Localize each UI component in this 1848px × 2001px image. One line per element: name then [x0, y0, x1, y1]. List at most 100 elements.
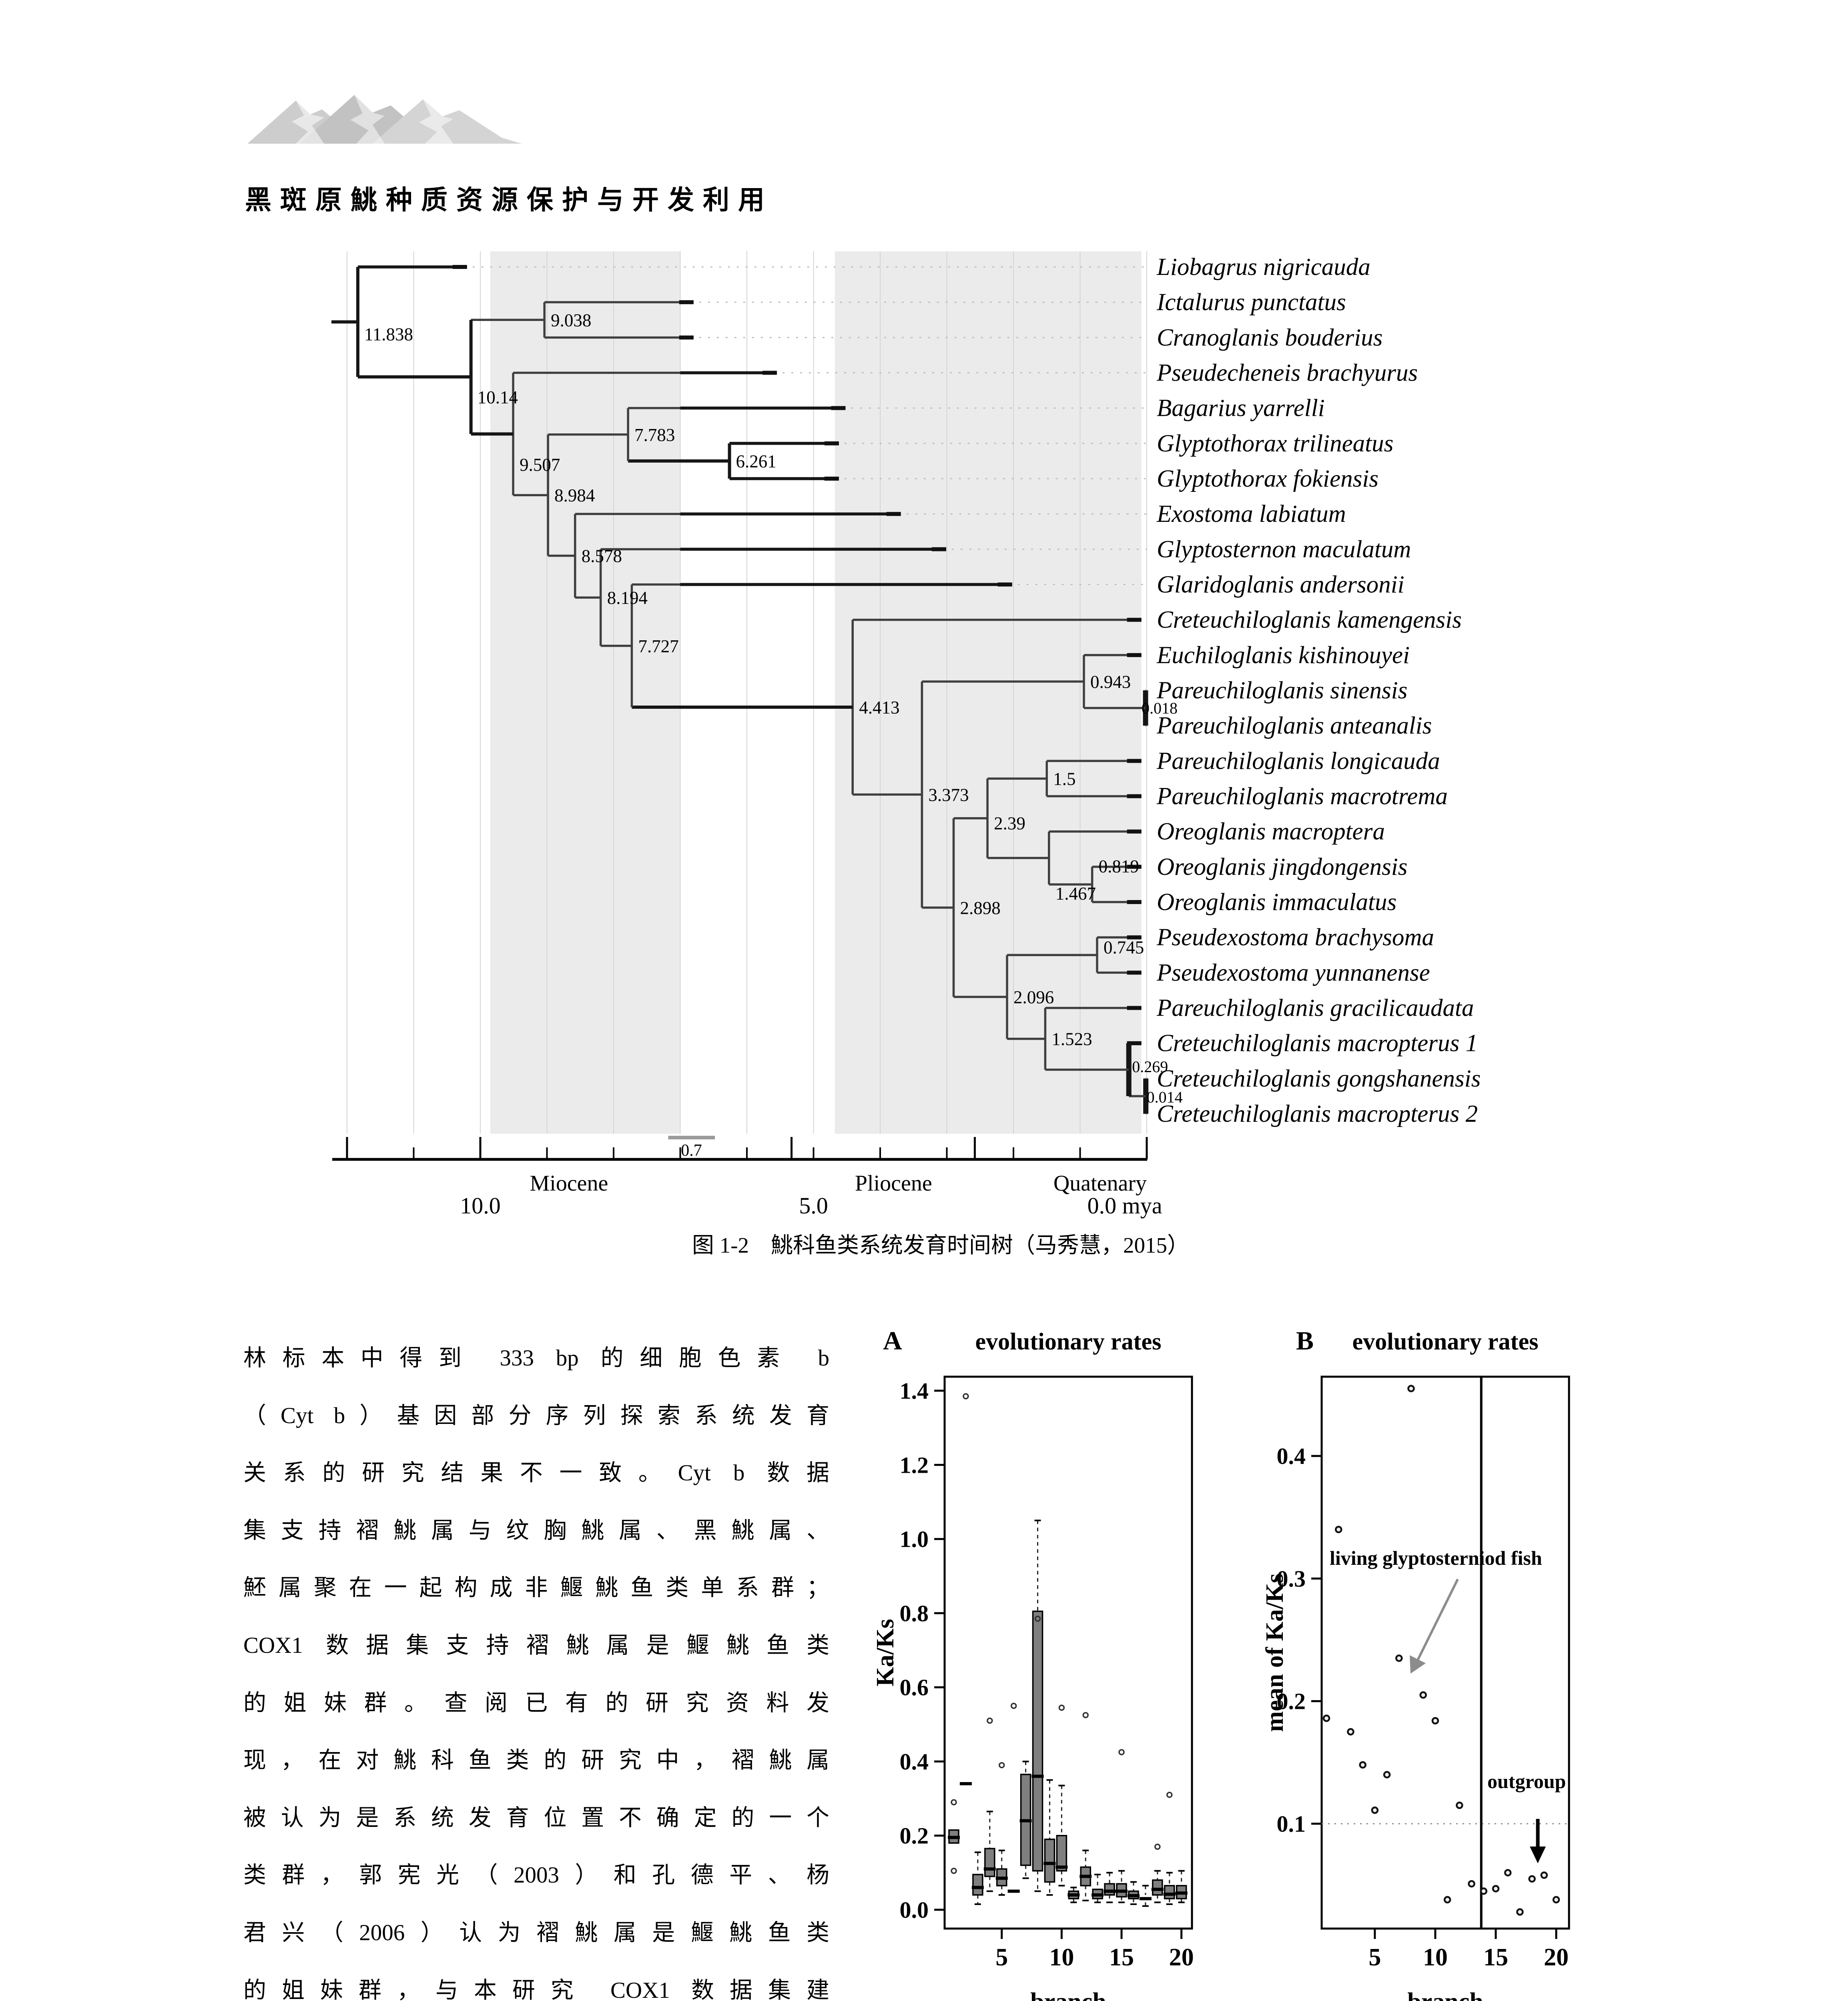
y-axis-label: mean of Ka/Ks: [1261, 1573, 1288, 1732]
box: [984, 1848, 995, 1877]
axis-tick-label: 5.0: [799, 1193, 828, 1219]
body-text-line: 的姐妹群。查阅已有的研究资料发: [243, 1690, 829, 1716]
y-tick-label: 0.3: [1277, 1566, 1306, 1592]
node-age-label: 0.819: [1099, 856, 1139, 876]
body-text-line: 魾属聚在一起构成非鰋鮡鱼类单系群；: [243, 1575, 829, 1601]
node-age-label: 4.413: [859, 698, 899, 718]
species-label: Pseudecheneis brachyurus: [1156, 360, 1418, 387]
plot-frame: [943, 1375, 1193, 1930]
species-label: Glyptothorax trilineatus: [1157, 430, 1393, 457]
body-text-line: （Cyt b）基因部分序列探索系统发育: [243, 1403, 829, 1428]
y-tick-label: 0.6: [900, 1674, 929, 1700]
species-label: Glaridoglanis andersonii: [1157, 571, 1405, 598]
x-tick-label: 15: [1483, 1944, 1508, 1971]
node-age-label: 9.507: [520, 455, 560, 475]
species-label: Creteuchiloglanis kamengensis: [1157, 607, 1462, 634]
shaded-epoch-band: [835, 251, 1142, 1134]
body-text-line: 关系的研究结果不一致。Cyt b 数据: [243, 1460, 829, 1486]
species-label: Oreoglanis immaculatus: [1157, 889, 1397, 916]
y-tick-label: 0.1: [1277, 1811, 1306, 1837]
outlier-point: [963, 1393, 969, 1399]
species-label: Ictalurus punctatus: [1156, 289, 1346, 316]
scatter-point: [1383, 1771, 1391, 1778]
living-annotation: living glyptosterniod fish: [1330, 1547, 1542, 1569]
scatter-point: [1443, 1896, 1451, 1904]
node-age-label: 6.261: [736, 451, 777, 471]
y-tick-label: 0.4: [900, 1748, 929, 1774]
scatter-point: [1504, 1869, 1512, 1877]
y-tick-label: 0.4: [1277, 1443, 1306, 1469]
node-age-label: 0.745: [1104, 937, 1144, 957]
scatter-point: [1540, 1871, 1548, 1879]
y-tick-label: 0.2: [900, 1823, 929, 1849]
panel-letter: A: [883, 1326, 902, 1355]
header-title: 黑斑原鮡种质资源保护与开发利用: [245, 185, 773, 215]
branch-scale-bar: [668, 1136, 715, 1139]
node-age-label: 7.783: [634, 425, 675, 445]
species-label: Pareuchiloglanis macrotrema: [1156, 783, 1448, 810]
scatter-point: [1322, 1714, 1330, 1722]
species-label: Pseudexostoma yunnanense: [1156, 959, 1430, 986]
outlier-point: [998, 1762, 1005, 1768]
species-label: Creteuchiloglanis macropterus 2: [1157, 1101, 1478, 1127]
node-age-label: 7.727: [638, 636, 678, 656]
node-age-label: 0.943: [1090, 672, 1131, 692]
mountain-ridge-icon: [292, 100, 324, 144]
scatter-point: [1347, 1728, 1354, 1736]
mountain-logo: [247, 95, 522, 144]
species-label: Glyptothorax fokiensis: [1157, 465, 1378, 492]
outlier-point: [987, 1717, 993, 1724]
box: [1056, 1835, 1067, 1872]
x-tick-label: 20: [1544, 1944, 1569, 1971]
body-text-line: 现，在对鮡科鱼类的研究中，褶鮡属: [243, 1748, 829, 1773]
body-text-line: 的姐妹群，与本研究 COX1 数据集建: [243, 1977, 829, 2001]
box: [1164, 1885, 1175, 1899]
body-text-line: 集支持褶鮡属与纹胸鮡属、黑鮡属、: [243, 1518, 829, 1543]
x-axis-label: branch: [1407, 1988, 1483, 2001]
node-age-label: 1.523: [1051, 1029, 1092, 1049]
shaded-epoch-band: [490, 251, 680, 1134]
scatter-point: [1407, 1385, 1415, 1392]
body-text-line: COX1 数据集支持褶鮡属是鰋鮡鱼类: [243, 1632, 829, 1658]
axis-tick-label: 10.0: [460, 1193, 501, 1219]
gray-arrow-line: [1417, 1578, 1459, 1661]
black-arrowhead-icon: [1530, 1847, 1546, 1863]
outlier-point: [1010, 1702, 1017, 1709]
species-label: Cranoglanis bouderius: [1157, 324, 1382, 351]
phylogenetic-time-tree: Liobagrus nigricauda Ictalurus punctatus C…: [331, 251, 1481, 1219]
outlier-point: [1058, 1704, 1065, 1711]
species-label: Pareuchiloglanis sinensis: [1156, 677, 1407, 704]
body-text-line: 被认为是系统发育位置不确定的一个: [243, 1805, 829, 1831]
species-label: Pareuchiloglanis gracilicaudata: [1156, 995, 1474, 1022]
box: [1032, 1610, 1043, 1872]
box: [972, 1874, 983, 1896]
epoch-label: Miocene: [530, 1171, 608, 1196]
panel-letter: B: [1296, 1326, 1314, 1355]
node-age-label: 11.838: [364, 324, 413, 344]
scatter-point: [1359, 1761, 1366, 1769]
node-age-label: 0.269: [1132, 1058, 1168, 1076]
node-age-label: 2.39: [994, 814, 1025, 834]
scatter-point: [1516, 1908, 1524, 1916]
node-age-label: 10.14: [478, 387, 518, 407]
species-label: Pareuchiloglanis longicauda: [1156, 748, 1440, 774]
node-age-label: 1.467: [1055, 884, 1096, 904]
x-tick-label: 10: [1049, 1944, 1074, 1971]
y-tick-label: 1.4: [900, 1378, 929, 1404]
species-label: Creteuchiloglanis macropterus 1: [1157, 1030, 1478, 1057]
x-tick-label: 15: [1109, 1944, 1134, 1971]
gray-arrowhead-icon: [1410, 1655, 1426, 1674]
box: [1044, 1839, 1055, 1883]
y-tick-label: 1.2: [900, 1452, 929, 1478]
species-label: Glyptosternon maculatum: [1157, 536, 1411, 563]
outlier-point: [1082, 1712, 1089, 1718]
x-axis-label: branch: [1030, 1988, 1106, 2001]
scatter-point: [1468, 1880, 1475, 1888]
scatter-point: [1334, 1526, 1342, 1534]
x-tick-label: 5: [995, 1944, 1008, 1971]
outlier-point: [1118, 1749, 1125, 1756]
box: [1104, 1883, 1115, 1896]
